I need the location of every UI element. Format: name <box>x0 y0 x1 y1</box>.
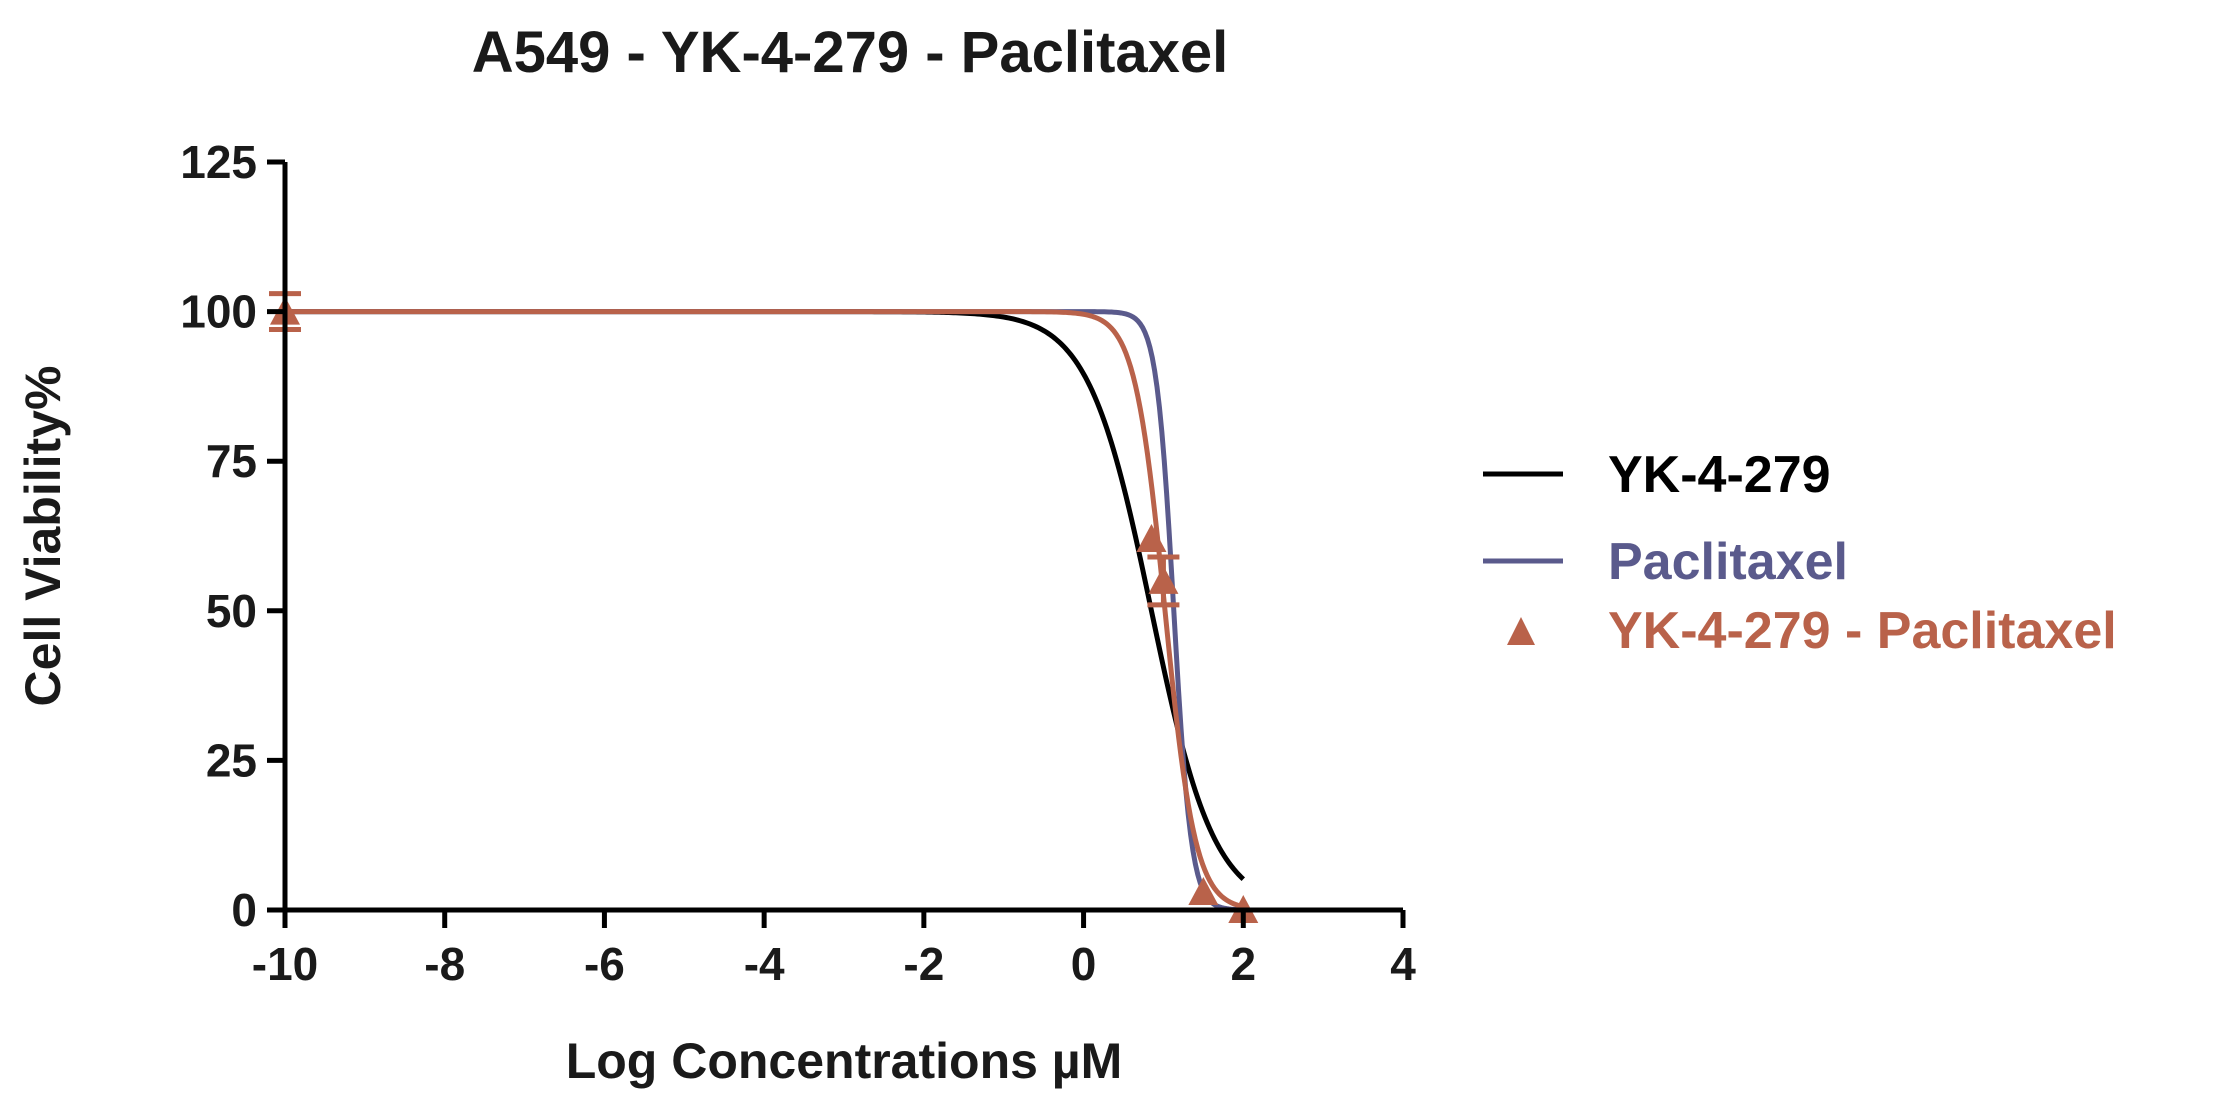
x-tick-label: 4 <box>1390 938 1416 990</box>
legend-label-paclitaxel: Paclitaxel <box>1608 533 1848 591</box>
curve-paclitaxel <box>285 309 1244 913</box>
chart-title: A549 - YK-4-279 - Paclitaxel <box>472 20 1229 85</box>
x-tick-label: 2 <box>1230 938 1256 990</box>
y-tick-label: 75 <box>206 435 257 487</box>
axes <box>282 162 1403 913</box>
x-tick-label: -10 <box>252 938 318 990</box>
y-tick-label: 50 <box>206 585 257 637</box>
legend-label-yk-4-279: YK-4-279 <box>1608 446 1831 504</box>
curve-yk-4-279-paclitaxel <box>285 309 1244 910</box>
y-tick-label: 100 <box>180 286 257 338</box>
legend: YK-4-279 Paclitaxel YK-4-279 - Paclitaxe… <box>1483 446 2117 660</box>
data-point-triangle <box>1188 877 1219 906</box>
x-axis-ticks: -10 -8 -6 -4 -2 0 2 4 <box>252 910 1416 990</box>
legend-item-yk-4-279: YK-4-279 <box>1483 446 1831 504</box>
x-tick-label: -8 <box>424 938 465 990</box>
x-axis-label: Log Concentrations µM <box>566 1033 1123 1089</box>
plot-curves <box>285 309 1246 913</box>
legend-item-paclitaxel: Paclitaxel <box>1483 533 1848 591</box>
y-axis-label: Cell Viability% <box>15 366 71 707</box>
x-tick-label: -6 <box>584 938 625 990</box>
legend-item-yk-4-279-paclitaxel: YK-4-279 - Paclitaxel <box>1507 602 2117 660</box>
y-tick-label: 0 <box>231 884 257 936</box>
data-point-triangle <box>1148 565 1179 594</box>
y-tick-label: 125 <box>180 136 257 188</box>
legend-label-yk-4-279-paclitaxel: YK-4-279 - Paclitaxel <box>1608 602 2117 660</box>
x-tick-label: -2 <box>903 938 944 990</box>
y-axis-ticks: 0 25 50 75 100 125 <box>180 136 285 936</box>
x-tick-label: -4 <box>744 938 785 990</box>
legend-triangle-marker <box>1507 617 1535 645</box>
curve-yk-4-279 <box>285 309 1246 881</box>
x-tick-label: 0 <box>1071 938 1097 990</box>
plot-markers <box>269 291 1259 923</box>
y-tick-label: 25 <box>206 734 257 786</box>
data-point-triangle <box>1136 523 1167 552</box>
